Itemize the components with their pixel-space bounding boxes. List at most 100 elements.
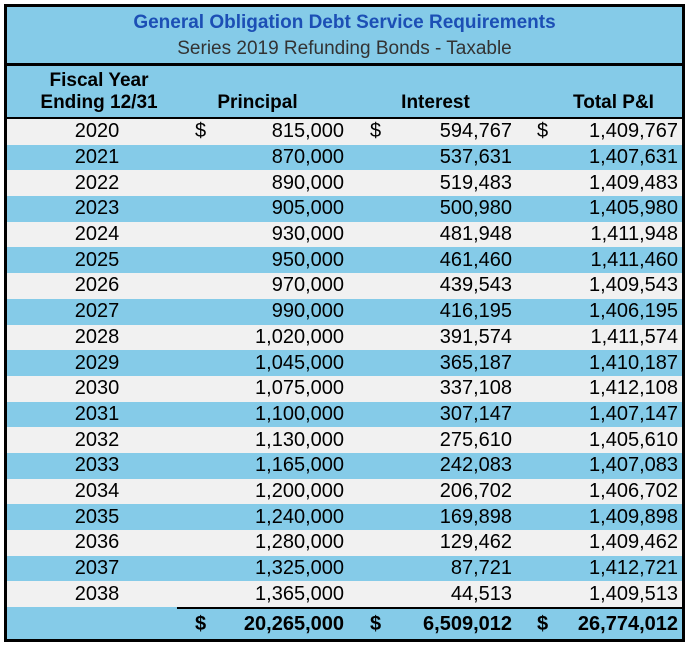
fiscal-year-cell: 2034 <box>74 479 120 502</box>
principal-cell-value: 1,020,000 <box>255 325 344 348</box>
principal-cell: 1,325,000 <box>177 556 352 582</box>
total-pi-cell-value: 1,409,767 <box>589 120 678 143</box>
interest-cell-value: 242,083 <box>439 454 512 477</box>
interest-cell: 500,980 <box>352 196 519 222</box>
interest-cell: 206,702 <box>352 479 519 505</box>
fiscal-year-cell: 2031 <box>74 402 120 425</box>
principal-cell: 930,000 <box>177 222 352 248</box>
table-row: 2029 1,045,000 365,187 1,410,187 <box>7 350 682 376</box>
fiscal-year-cell: 2026 <box>74 274 120 297</box>
fiscal-year-cell: 2037 <box>74 557 120 580</box>
table-row: 2028 1,020,000 391,574 1,411,574 <box>7 324 682 351</box>
principal-cell-value: 1,365,000 <box>255 582 344 605</box>
total-pi-cell-value: 1,409,543 <box>589 274 678 297</box>
interest-cell: 461,460 <box>352 247 519 273</box>
dollar-sign: $ <box>370 612 382 635</box>
total-pi-cell-value: 1,409,513 <box>589 582 678 605</box>
table-row: 2037 1,325,000 87,721 1,412,721 <box>7 555 682 582</box>
fiscal-year-cell: 2036 <box>74 531 120 554</box>
totals-total-pi-cell: $ 26,774,012 <box>519 607 682 639</box>
total-pi-cell: 1,409,483 <box>519 170 682 196</box>
interest-cell-value: 439,543 <box>439 274 512 297</box>
principal-cell-value: 1,165,000 <box>255 454 344 477</box>
principal-cell-value: 1,100,000 <box>255 402 344 425</box>
fiscal-year-cell: 2027 <box>74 300 120 323</box>
interest-cell: 519,483 <box>352 170 519 196</box>
principal-cell: 1,240,000 <box>177 504 352 530</box>
principal-cell-value: 1,200,000 <box>255 479 344 502</box>
principal-cell: $815,000 <box>177 119 352 145</box>
fiscal-year-header-line1: Fiscal Year <box>49 70 149 91</box>
totals-row: $ 20,265,000 $ 6,509,012 $ 26,774,012 <box>7 607 682 639</box>
fiscal-year-cell: 2028 <box>74 325 120 348</box>
interest-cell: 275,610 <box>352 427 519 453</box>
total-pi-cell: $1,409,767 <box>519 119 682 145</box>
interest-cell-value: 87,721 <box>450 557 512 580</box>
principal-cell: 990,000 <box>177 299 352 325</box>
interest-cell-value: 169,898 <box>439 505 512 528</box>
table-row: 2030 1,075,000 337,108 1,412,108 <box>7 375 682 402</box>
principal-cell-value: 1,130,000 <box>255 428 344 451</box>
interest-cell-value: 206,702 <box>439 479 512 502</box>
interest-cell: 481,948 <box>352 222 519 248</box>
dollar-sign: $ <box>195 612 207 635</box>
principal-cell-value: 930,000 <box>271 223 344 246</box>
total-pi-cell-value: 1,407,147 <box>589 402 678 425</box>
dollar-sign: $ <box>537 612 549 635</box>
interest-cell-value: 481,948 <box>439 223 512 246</box>
table-title: General Obligation Debt Service Requirem… <box>133 11 556 33</box>
principal-cell: 1,045,000 <box>177 350 352 376</box>
fiscal-year-cell: 2030 <box>74 377 120 400</box>
interest-cell-value: 461,460 <box>439 248 512 271</box>
principal-cell-value: 1,325,000 <box>255 557 344 580</box>
table-row: 2023 905,000 500,980 1,405,980 <box>7 196 682 222</box>
table-row: 2034 1,200,000 206,702 1,406,702 <box>7 478 682 505</box>
total-pi-cell: 1,411,460 <box>519 247 682 273</box>
interest-cell: 365,187 <box>352 350 519 376</box>
dollar-sign: $ <box>370 120 382 143</box>
column-header-row: Fiscal Year Ending 12/31 Principal Inter… <box>7 66 682 117</box>
fiscal-year-cell: 2022 <box>74 171 120 194</box>
interest-cell: 87,721 <box>352 556 519 582</box>
table-row: 2025 950,000 461,460 1,411,460 <box>7 247 682 274</box>
principal-cell: 1,100,000 <box>177 402 352 428</box>
interest-cell: 242,083 <box>352 453 519 479</box>
fiscal-year-cell: 2032 <box>74 428 120 451</box>
fiscal-year-cell: 2021 <box>74 146 120 169</box>
table-row: 2024 930,000 481,948 1,411,948 <box>7 221 682 248</box>
title-divider <box>7 63 682 66</box>
total-pi-cell: 1,406,702 <box>519 479 682 505</box>
interest-cell-value: 337,108 <box>439 377 512 400</box>
total-pi-cell-value: 1,405,980 <box>589 197 678 220</box>
total-pi-cell-value: 1,409,462 <box>589 531 678 554</box>
principal-cell-value: 970,000 <box>271 274 344 297</box>
table-row: 2021 870,000 537,631 1,407,631 <box>7 144 682 171</box>
total-pi-cell-value: 1,405,610 <box>589 428 678 451</box>
debt-service-table: General Obligation Debt Service Requirem… <box>4 4 685 642</box>
interest-cell-value: 537,631 <box>439 146 512 169</box>
interest-cell-value: 416,195 <box>439 300 512 323</box>
principal-cell-value: 905,000 <box>271 197 344 220</box>
principal-cell-value: 815,000 <box>271 120 344 143</box>
table-row: 2031 1,100,000 307,147 1,407,147 <box>7 401 682 428</box>
totals-principal-cell: $ 20,265,000 <box>177 607 352 639</box>
total-pi-cell-value: 1,411,574 <box>590 325 679 348</box>
total-pi-cell: 1,405,610 <box>519 427 682 453</box>
interest-cell-value: 594,767 <box>439 120 512 143</box>
fiscal-year-cell: 2038 <box>74 582 120 605</box>
principal-cell-value: 950,000 <box>271 248 344 271</box>
interest-cell-value: 365,187 <box>439 351 512 374</box>
dollar-sign: $ <box>537 120 549 143</box>
principal-cell: 870,000 <box>177 145 352 171</box>
total-pi-cell: 1,409,462 <box>519 530 682 556</box>
principal-cell-value: 1,240,000 <box>255 505 344 528</box>
table-row: 2026 970,000 439,543 1,409,543 <box>7 273 682 299</box>
fiscal-year-cell: 2024 <box>74 223 120 246</box>
totals-principal-value: 20,265,000 <box>243 612 344 635</box>
fiscal-year-cell: 2029 <box>74 351 120 374</box>
principal-cell: 1,365,000 <box>177 581 352 607</box>
total-pi-cell: 1,409,513 <box>519 581 682 607</box>
table-body: 2020 $815,000 $594,767 $1,409,767 2021 870,00… <box>7 119 682 608</box>
interest-cell: 44,513 <box>352 581 519 607</box>
interest-cell-value: 44,513 <box>450 582 512 605</box>
